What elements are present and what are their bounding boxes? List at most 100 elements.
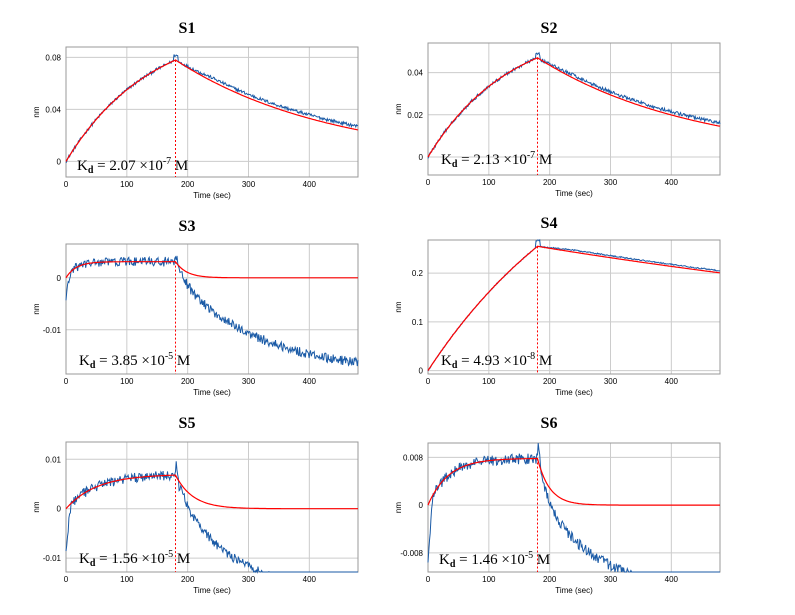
fit-curve: [427, 57, 721, 158]
y-tick-label: 0: [419, 367, 424, 376]
x-tick-label: 300: [242, 180, 256, 189]
y-tick-label: 0.04: [407, 69, 423, 78]
y-tick-label: 0.1: [412, 318, 424, 327]
x-tick-label: 400: [303, 180, 317, 189]
fit-curve: [427, 457, 720, 506]
x-tick-label: 100: [482, 575, 496, 584]
kd-sub: d: [89, 558, 96, 569]
y-axis-title: nm: [394, 502, 403, 513]
x-tick-label: 300: [604, 377, 618, 386]
plot-frame: [427, 442, 721, 573]
x-tick-label: 0: [64, 575, 69, 584]
kd-value: = 1.46 ×10: [455, 552, 525, 568]
kd-annotation: Kd = 3.85 ×10-5 M: [79, 349, 190, 374]
x-tick-label: 100: [482, 178, 496, 187]
x-tick-label: 100: [120, 575, 134, 584]
kd-value: = 4.93 ×10: [457, 353, 527, 369]
chart-panel-s2: S2 0 100 200 300 400 0 0.02 0.04 Time (sec) nm Kd…: [394, 20, 729, 218]
chart-title: S3: [178, 218, 196, 235]
y-axis-title: nm: [32, 303, 41, 314]
x-tick-label: 0: [426, 377, 431, 386]
y-tick-label: -0.01: [43, 326, 62, 335]
x-tick-label: 300: [242, 575, 256, 584]
kd-unit: M: [171, 158, 189, 174]
x-tick-label: 300: [604, 575, 618, 584]
y-tick-label: 0.01: [45, 455, 61, 464]
raw-trace: [65, 54, 359, 164]
plot-frame: [65, 441, 359, 573]
kd-exp: -7: [526, 150, 536, 161]
y-tick-label: 0.08: [45, 53, 61, 62]
x-tick-label: 100: [482, 377, 496, 386]
x-tick-label: 200: [543, 575, 557, 584]
y-axis-title: nm: [394, 103, 403, 114]
kd-value: = 2.13 ×10: [457, 152, 527, 168]
raw-trace: [65, 461, 358, 574]
chart-title: S5: [178, 415, 196, 432]
x-tick-label: 0: [64, 377, 69, 386]
kd-exp: -5: [524, 550, 534, 561]
kd-prefix: K: [439, 552, 450, 568]
kd-sub: d: [451, 360, 458, 371]
kd-sub: d: [87, 165, 94, 176]
y-tick-label: 0: [57, 505, 62, 514]
x-tick-label: 100: [120, 180, 134, 189]
y-axis-title: nm: [32, 501, 41, 512]
x-tick-label: 400: [665, 178, 679, 187]
x-tick-label: 0: [426, 178, 431, 187]
kd-prefix: K: [79, 353, 90, 369]
kd-annotation: Kd = 2.07 ×10-7 M: [77, 154, 188, 179]
x-axis-title: Time (sec): [555, 388, 593, 397]
x-tick-label: 200: [181, 377, 195, 386]
kd-sub: d: [89, 360, 96, 371]
kd-exp: -7: [162, 156, 172, 167]
x-axis-title: Time (sec): [555, 189, 593, 198]
kd-annotation: Kd = 1.46 ×10-5 M: [439, 548, 550, 573]
y-tick-label: 0.04: [45, 105, 61, 114]
plot-frame: [65, 243, 359, 375]
kd-prefix: K: [79, 551, 90, 567]
kd-annotation: Kd = 2.13 ×10-7 M: [441, 148, 552, 173]
x-axis-title: Time (sec): [193, 388, 231, 397]
kd-exp: -5: [164, 549, 174, 560]
x-tick-label: 400: [665, 575, 679, 584]
y-tick-label: 0: [419, 501, 424, 510]
x-tick-label: 200: [543, 377, 557, 386]
chart-title: S2: [540, 20, 558, 37]
raw-trace: [427, 442, 720, 573]
kd-unit: M: [173, 551, 191, 567]
chart-svg: 0 100 200 300 400 0 -0.01 Time (sec) nm: [32, 243, 359, 397]
kd-annotation: Kd = 4.93 ×10-8 M: [441, 349, 552, 374]
chart-panel-s6: S6 0 100 200 300 400 0.008 0 -0.008 Time (sec) nm…: [394, 415, 729, 613]
y-tick-label: 0: [419, 153, 424, 162]
y-tick-label: 0.008: [403, 453, 424, 462]
y-tick-label: -0.008: [400, 549, 423, 558]
fit-curve: [427, 245, 721, 371]
kd-unit: M: [535, 353, 553, 369]
x-tick-label: 300: [604, 178, 618, 187]
x-tick-label: 0: [426, 575, 431, 584]
chart-title: S6: [540, 415, 558, 432]
chart-svg: 0 100 200 300 400 0 0.04 0.08 Time (sec) nm: [32, 46, 359, 200]
x-tick-label: 300: [242, 377, 256, 386]
chart-title: S1: [178, 20, 196, 37]
chart-panel-s5: S5 0 100 200 300 400 0.01 0 -0.01 Time (sec) nm K…: [32, 415, 367, 613]
kd-value: = 2.07 ×10: [93, 158, 163, 174]
kd-unit: M: [535, 152, 553, 168]
chart-svg: 0 100 200 300 400 0.01 0 -0.01 Time (sec) nm: [32, 441, 359, 595]
kd-unit: M: [173, 353, 191, 369]
chart-panel-s1: S1 0 100 200 300 400 0 0.04 0.08 Time (sec) nm Kd…: [32, 20, 367, 218]
y-axis-title: nm: [394, 301, 403, 312]
kd-prefix: K: [441, 152, 452, 168]
x-axis-title: Time (sec): [193, 191, 231, 200]
kd-prefix: K: [441, 353, 452, 369]
y-tick-label: 0: [57, 157, 62, 166]
plot-frame: [427, 42, 721, 176]
kd-exp: -8: [526, 351, 536, 362]
x-tick-label: 200: [181, 575, 195, 584]
kd-prefix: K: [77, 158, 88, 174]
plot-frame: [65, 46, 359, 178]
kd-exp: -5: [164, 351, 174, 362]
fit-curve: [65, 59, 359, 162]
x-tick-label: 0: [64, 180, 69, 189]
